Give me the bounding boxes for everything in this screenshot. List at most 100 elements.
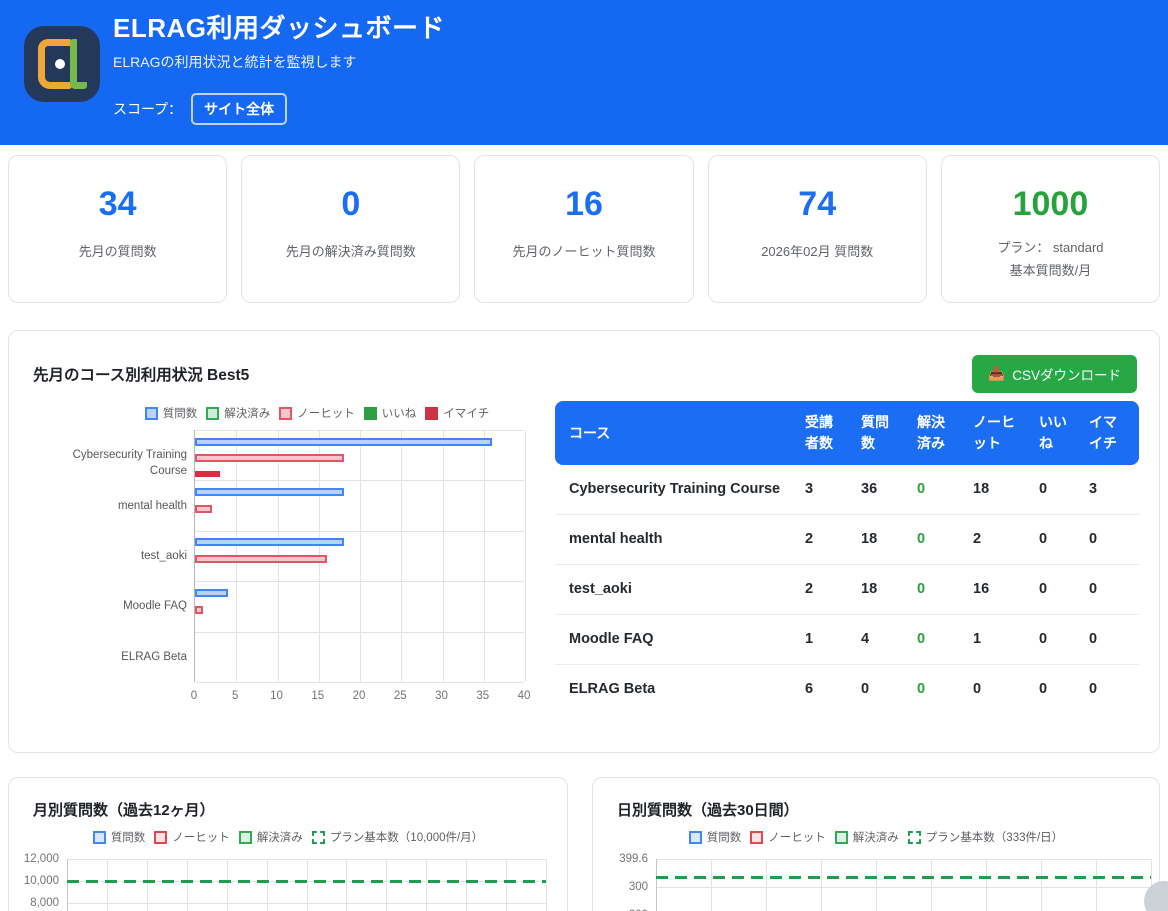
- x-tick-label: 0: [190, 690, 198, 702]
- course-card-body: 質問数 解決済み ノーヒット いいね イマイチ Cybersecurity Traini…: [9, 393, 1159, 714]
- gridline-vertical: [442, 430, 444, 682]
- gridline-horizontal: [195, 530, 524, 532]
- daily-legend: 質問数 ノーヒット 解決済み プラン基本数（333件/日）: [593, 829, 1159, 845]
- legend-swatch-icon: [907, 830, 921, 844]
- gridline-vertical: [1041, 859, 1042, 911]
- course-bar-area: Cybersecurity Training Course mental heal…: [33, 430, 541, 714]
- bar-ノーヒット: [195, 454, 344, 463]
- gridline-vertical: [426, 859, 428, 911]
- gridline-horizontal: [195, 631, 524, 633]
- stat-value: 34: [98, 185, 137, 223]
- scope-row: スコープ： サイト全体: [113, 93, 445, 125]
- table-header-2: 質問数: [855, 401, 911, 465]
- legend-swatch-icon: [750, 830, 764, 844]
- value-cell: 1: [967, 615, 1033, 666]
- logo-letter-l: [70, 39, 87, 89]
- legend-swatch-icon: [363, 406, 377, 420]
- value-cell: 3: [1083, 465, 1139, 516]
- legend-item: ノーヒット: [154, 829, 230, 845]
- gridline-horizontal: [656, 887, 1151, 888]
- category-label: Moodle FAQ: [123, 600, 187, 613]
- page-title: ELRAG利用ダッシュボード: [113, 13, 446, 43]
- course-table-col: コース 受講者数 質問数 解決済み ノーヒット いいね イマイチ Cybersecurity…: [555, 401, 1139, 714]
- gridline-vertical: [876, 859, 877, 911]
- bottom-charts-row: 月別質問数（過去12ヶ月） 質問数 ノーヒット 解決済み プラン基本数（10,000件…: [8, 777, 1160, 911]
- table-header-5: いいね: [1033, 401, 1083, 465]
- legend-label: 質問数: [110, 832, 146, 844]
- course-name-cell: mental health: [555, 515, 799, 566]
- legend-item: 質問数: [144, 405, 197, 421]
- legend-item: 解決済み: [206, 405, 270, 421]
- gridline-vertical: [986, 859, 987, 911]
- gridline-vertical: [360, 430, 361, 682]
- legend-item: ノーヒット: [750, 829, 826, 845]
- monthly-chart-card: 月別質問数（過去12ヶ月） 質問数 ノーヒット 解決済み プラン基本数（10,000件…: [8, 777, 568, 911]
- bar-質問数: [195, 588, 228, 597]
- category-label: Cybersecurity Training Course: [72, 449, 187, 478]
- scope-badge: サイト全体: [191, 93, 288, 125]
- stat-value: 1000: [1012, 185, 1089, 223]
- stat-card-3: 74 2026年02月 質問数: [707, 155, 927, 303]
- x-tick-label: 40: [517, 690, 531, 702]
- x-tick-label: 20: [352, 690, 366, 702]
- value-cell: 0: [911, 615, 967, 666]
- y-tick-label: 10,000: [23, 875, 59, 887]
- x-tick-label: 25: [393, 690, 407, 702]
- legend-item: 質問数: [688, 829, 742, 845]
- course-bar-category-labels: Cybersecurity Training Course mental heal…: [33, 430, 187, 682]
- legend-label: 解決済み: [224, 408, 271, 420]
- gridline-vertical: [821, 859, 822, 911]
- course-section-title: 先月のコース別利用状況 Best5: [33, 367, 250, 384]
- value-cell: 0: [1039, 681, 1048, 698]
- legend-label: イマイチ: [443, 408, 490, 420]
- category-label: mental health: [117, 499, 187, 512]
- value-cell: 0: [1083, 515, 1139, 566]
- value-cell: 2: [967, 515, 1033, 566]
- legend-item: プラン基本数（333件/日）: [907, 829, 1063, 845]
- monthly-legend: 質問数 ノーヒット 解決済み プラン基本数（10,000件/月）: [9, 829, 567, 845]
- value-cell: 18: [855, 565, 911, 616]
- csv-download-button[interactable]: 📥 CSVダウンロード: [972, 355, 1137, 393]
- table-header-0: コース: [555, 401, 799, 465]
- gridline-vertical: [1096, 859, 1097, 911]
- legend-swatch-icon: [688, 830, 702, 844]
- gridline-vertical: [106, 859, 108, 911]
- course-usage-card: 先月のコース別利用状況 Best5 📥 CSVダウンロード 質問数 解決済み ノーヒ…: [8, 330, 1160, 753]
- gridline-vertical: [386, 859, 388, 911]
- course-table-header-row: コース 受講者数 質問数 解決済み ノーヒット いいね イマイチ: [555, 401, 1139, 465]
- stats-row: 34 先月の質問数 0 先月の解決済み質問数 16 先月のノーヒット質問数 74 2026年0…: [8, 155, 1161, 303]
- legend-label: プラン基本数（10,000件/月）: [329, 832, 484, 844]
- gridline-vertical: [506, 859, 508, 911]
- legend-item: 質問数: [92, 829, 146, 845]
- y-tick-label: 12,000: [23, 853, 59, 865]
- value-cell: 0: [1089, 681, 1098, 698]
- stat-value: 74: [798, 185, 837, 223]
- table-header-4: ノーヒット: [967, 401, 1033, 465]
- daily-plot: 399.6300200: [619, 853, 1152, 911]
- gridline-vertical: [525, 430, 526, 682]
- legend-swatch-icon: [144, 406, 158, 420]
- legend-item: いいね: [363, 405, 416, 421]
- course-bar-chart: 質問数 解決済み ノーヒット いいね イマイチ Cybersecurity Traini…: [33, 401, 541, 714]
- gridline-vertical: [931, 859, 932, 911]
- y-tick-label: 200: [600, 909, 648, 911]
- gridline-horizontal: [656, 859, 1151, 860]
- y-tick-label: 399.6: [619, 853, 648, 865]
- gridline-vertical: [483, 430, 485, 682]
- legend-swatch-icon: [279, 406, 293, 420]
- course-name-cell: ELRAG Beta: [569, 681, 656, 698]
- value-cell: 16: [967, 565, 1033, 616]
- legend-label: 質問数: [706, 832, 742, 844]
- value-cell: 2: [799, 515, 855, 566]
- value-cell: 0: [973, 681, 982, 698]
- value-cell: 0: [911, 565, 967, 616]
- table-row: Moodle FAQ 1 4 0 1 0 0: [555, 615, 1139, 666]
- bar-ノーヒット: [195, 555, 327, 564]
- course-name-cell: test_aoki: [555, 565, 799, 616]
- monthly-chart-title: 月別質問数（過去12ヶ月）: [33, 802, 215, 819]
- stat-card-0: 34 先月の質問数: [8, 155, 228, 303]
- value-cell: 6: [805, 681, 814, 698]
- value-cell: 0: [1033, 565, 1083, 616]
- value-cell: 0: [911, 465, 967, 516]
- daily-chart-card: 日別質問数（過去30日間） 質問数 ノーヒット 解決済み プラン基本数（333件/日）…: [592, 777, 1160, 911]
